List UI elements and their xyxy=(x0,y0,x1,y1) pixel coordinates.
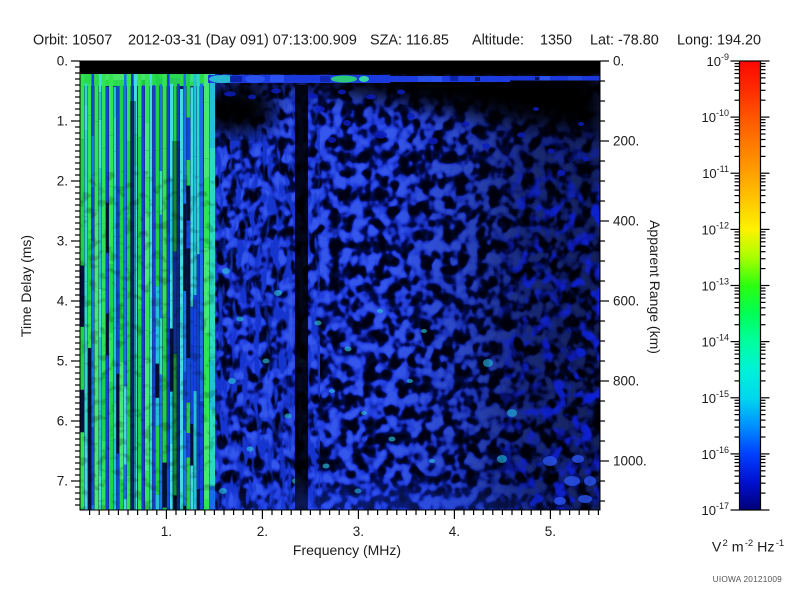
svg-text:400.: 400. xyxy=(613,214,639,229)
svg-text:600.: 600. xyxy=(613,294,639,309)
svg-text:200.: 200. xyxy=(613,134,639,149)
svg-text:1.: 1. xyxy=(57,114,68,129)
svg-text:5.: 5. xyxy=(545,524,556,539)
svg-text:2.: 2. xyxy=(257,524,268,539)
svg-text:1350: 1350 xyxy=(540,33,572,49)
svg-text:4.: 4. xyxy=(449,524,460,539)
svg-text:0.: 0. xyxy=(613,54,624,69)
svg-text:7.: 7. xyxy=(57,474,68,489)
svg-text:Altitude:: Altitude: xyxy=(472,33,524,49)
svg-text:1.: 1. xyxy=(161,524,172,539)
svg-text:Long: 194.20: Long: 194.20 xyxy=(677,33,761,49)
svg-text:Frequency (MHz): Frequency (MHz) xyxy=(293,542,401,558)
svg-text:4.: 4. xyxy=(57,294,68,309)
svg-text:UIOWA 20121009: UIOWA 20121009 xyxy=(713,574,783,584)
svg-text:2.: 2. xyxy=(57,174,68,189)
svg-text:10-13: 10-13 xyxy=(702,277,729,294)
svg-text:10-12: 10-12 xyxy=(702,220,729,237)
svg-text:Time Delay (ms): Time Delay (ms) xyxy=(18,235,34,337)
svg-text:6.: 6. xyxy=(57,414,68,429)
svg-text:Apparent Range (km): Apparent Range (km) xyxy=(647,220,663,354)
svg-text:0.: 0. xyxy=(57,54,68,69)
svg-text:3.: 3. xyxy=(57,234,68,249)
svg-text:SZA: 116.85: SZA: 116.85 xyxy=(370,33,449,49)
svg-text:Orbit: 10507: Orbit: 10507 xyxy=(33,33,112,49)
svg-text:10-16: 10-16 xyxy=(702,445,729,462)
svg-text:800.: 800. xyxy=(613,374,639,389)
svg-text:10-9: 10-9 xyxy=(707,52,729,69)
svg-text:3.: 3. xyxy=(353,524,364,539)
svg-text:1000.: 1000. xyxy=(613,454,647,469)
svg-text:Lat: -78.80: Lat: -78.80 xyxy=(590,33,659,49)
svg-text:5.: 5. xyxy=(57,354,68,369)
svg-text:2012-03-31 (Day 091) 07:13:00.: 2012-03-31 (Day 091) 07:13:00.909 xyxy=(128,33,357,49)
svg-text:10-10: 10-10 xyxy=(702,108,729,125)
svg-text:10-14: 10-14 xyxy=(702,333,729,350)
svg-text:10-11: 10-11 xyxy=(702,164,729,181)
svg-text:V 2 m -2 Hz -1: V 2 m -2 Hz -1 xyxy=(712,538,784,556)
svg-text:10-17: 10-17 xyxy=(702,501,729,518)
svg-text:10-15: 10-15 xyxy=(702,389,729,406)
